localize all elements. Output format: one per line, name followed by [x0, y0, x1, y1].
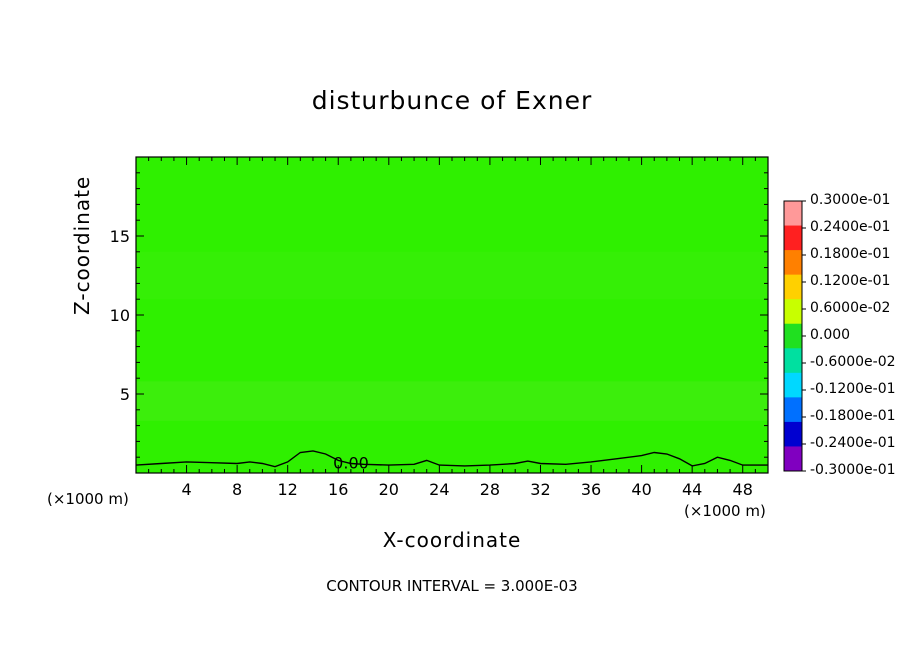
field-band-lower — [136, 381, 768, 421]
contour-interval: CONTOUR INTERVAL = 3.000E-03 — [326, 577, 578, 595]
colorbar-label: 0.1800e-01 — [810, 246, 891, 262]
colorbar-label: 0.2400e-01 — [810, 219, 891, 235]
colorbar-label: -0.1200e-01 — [810, 381, 896, 397]
x-unit-left: (×1000 m) — [47, 490, 129, 508]
x-tick-label: 48 — [733, 480, 753, 499]
field-background — [136, 157, 768, 473]
colorbar-segment — [784, 274, 802, 300]
colorbar-segment — [784, 446, 802, 472]
x-tick-label: 8 — [232, 480, 242, 499]
x-tick-label: 44 — [682, 480, 702, 499]
contour-field — [136, 157, 768, 473]
colorbar-label: 0.6000e-02 — [810, 300, 891, 316]
x-tick-label: 12 — [278, 480, 298, 499]
y-axis-label: Z-coordinate — [70, 175, 94, 315]
colorbar-label: -0.3000e-01 — [810, 462, 896, 478]
y-tick-label: 5 — [120, 385, 130, 404]
x-tick-label: 20 — [379, 480, 399, 499]
plot-frame — [135, 156, 769, 474]
x-tick-label: 28 — [480, 480, 500, 499]
colorbar-segment — [784, 397, 802, 423]
chart-title: disturbunce of Exner — [311, 86, 593, 115]
colorbar-segment — [784, 225, 802, 251]
colorbar-segment — [784, 299, 802, 325]
field-band-upper — [136, 251, 768, 300]
y-tick-label: 10 — [110, 306, 130, 325]
x-tick-label: 40 — [631, 480, 651, 499]
x-tick-label: 16 — [328, 480, 348, 499]
colorbar-label: -0.2400e-01 — [810, 435, 896, 451]
colorbar-label: -0.6000e-02 — [810, 354, 896, 370]
colorbar-label: 0.3000e-01 — [810, 192, 891, 208]
x-unit-right: (×1000 m) — [684, 502, 766, 520]
y-tick-label: 15 — [110, 227, 130, 246]
x-tick-label: 32 — [530, 480, 550, 499]
x-axis-label: X-coordinate — [382, 528, 522, 552]
colorbar-segment — [784, 201, 802, 227]
colorbar-segment — [784, 323, 802, 349]
colorbar-segment — [784, 250, 802, 276]
colorbar-segment — [784, 372, 802, 398]
x-tick-label: 36 — [581, 480, 601, 499]
colorbar-segment — [784, 421, 802, 447]
colorbar-label: -0.1800e-01 — [810, 408, 896, 424]
colorbar — [783, 200, 806, 472]
colorbar-segment — [784, 348, 802, 374]
x-tick-label: 4 — [181, 480, 191, 499]
x-tick-label: 24 — [429, 480, 449, 499]
contour-label: 0.00 — [333, 453, 369, 472]
colorbar-label: 0.1200e-01 — [810, 273, 891, 289]
colorbar-label: 0.000 — [810, 327, 851, 343]
